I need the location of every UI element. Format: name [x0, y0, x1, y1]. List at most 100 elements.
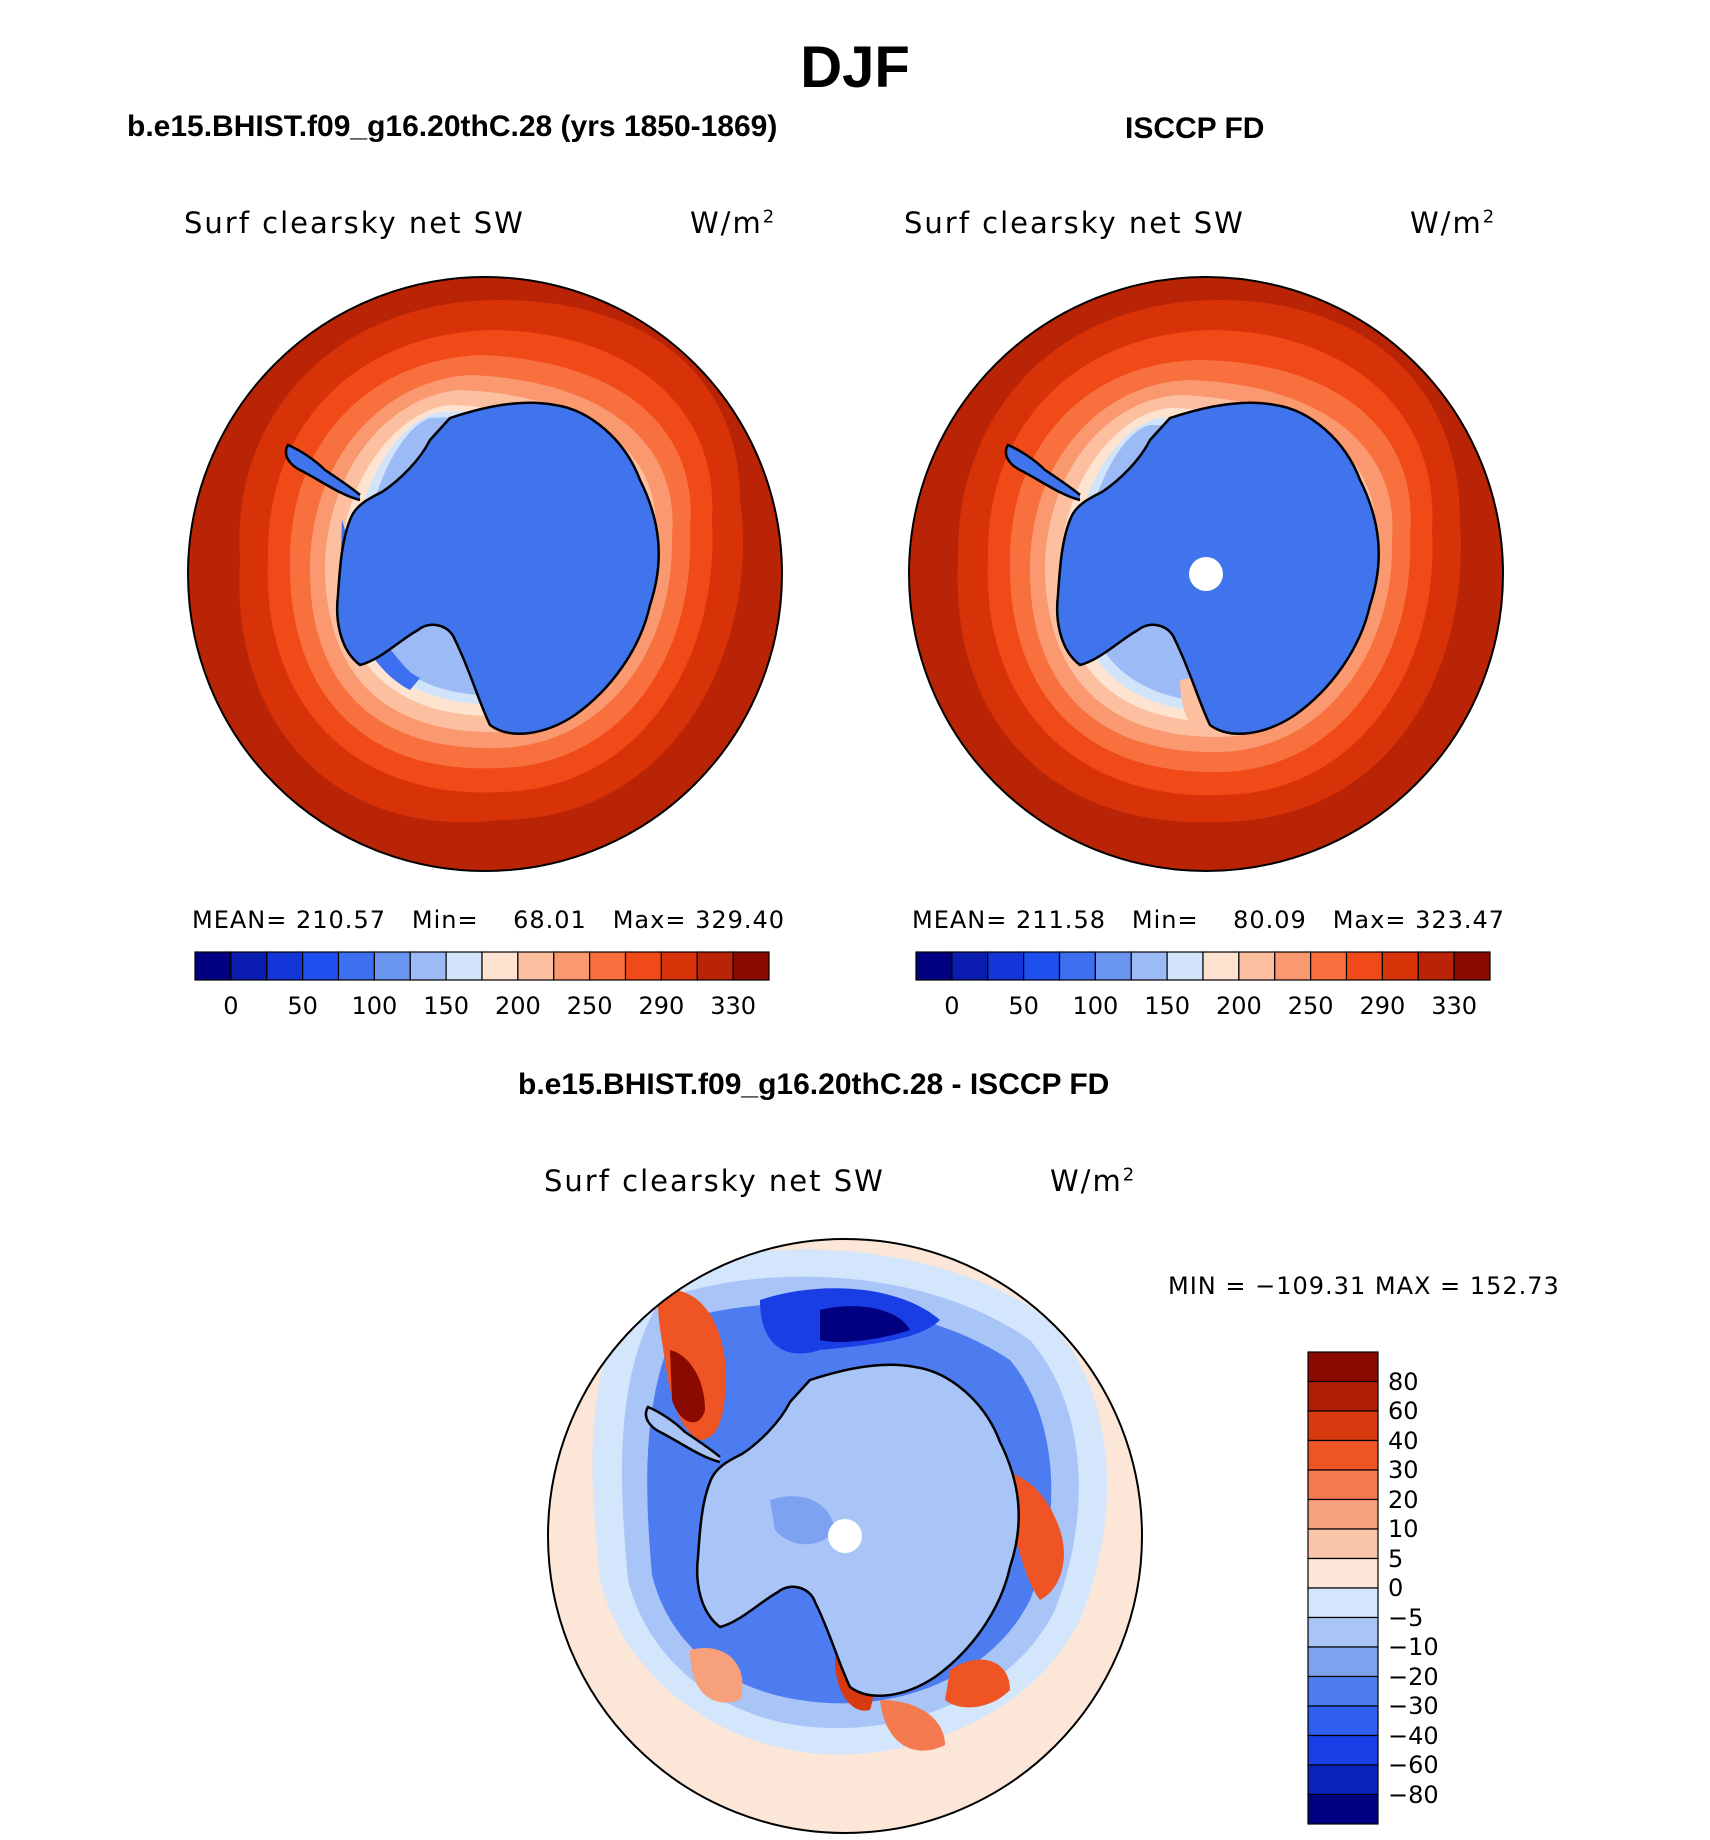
right-peninsula: [1004, 443, 1081, 502]
left-colorbar-box-7: [445, 951, 483, 981]
diff-inland-neg20: [770, 1496, 835, 1545]
right-colorbar-box-3: [1023, 951, 1061, 981]
right-colorbar-box-1: [951, 951, 989, 981]
left-colorbar-box-3: [302, 951, 340, 981]
diff-colorbar-box-3: [1307, 1439, 1379, 1471]
diff-colorbar-tick-label: −40: [1388, 1721, 1439, 1750]
left-colorbar-box-11: [589, 951, 627, 981]
left-antarctica: [336, 401, 660, 735]
left-units-label: W/m2: [690, 206, 777, 240]
left-colorbar-box-6: [409, 951, 447, 981]
diff-colorbar-tick-label: 0: [1388, 1574, 1404, 1602]
diff-colorbar-box-14: [1307, 1764, 1379, 1796]
diff-southeast-pos: [945, 1659, 1010, 1708]
diff-south-pos: [880, 1700, 945, 1751]
diff-map-border: [547, 1238, 1143, 1834]
diff-colorbar-box-1: [1307, 1380, 1379, 1412]
right-polar-map: [908, 276, 1504, 872]
right-colorbar-box-11: [1310, 951, 1348, 981]
diff-colorbar-tick-label: −80: [1388, 1780, 1439, 1809]
diff-colorbar-box-4: [1307, 1469, 1379, 1501]
panel-diff-title: b.e15.BHIST.f09_g16.20thC.28 - ISCCP FD: [518, 1068, 1110, 1101]
diff-colorbar-box-15: [1307, 1793, 1379, 1825]
right-colorbar-box-12: [1345, 951, 1383, 981]
right-units-label: W/m2: [1410, 206, 1497, 240]
right-stats: MEAN= 211.58 Min= 80.09 Max= 323.47: [912, 906, 1506, 934]
diff-pole-hole: [828, 1519, 862, 1553]
right-map-border: [908, 276, 1504, 872]
left-colorbar-tick-label: 50: [287, 992, 318, 1020]
left-colorbar-tick-label: 0: [223, 992, 239, 1020]
diff-colorbar-box-12: [1307, 1705, 1379, 1737]
diff-colorbar-box-8: [1307, 1587, 1379, 1619]
diff-stats: MIN = −109.31 MAX = 152.73: [1168, 1272, 1560, 1300]
left-colorbar-box-12: [624, 951, 662, 981]
left-variable-label: Surf clearsky net SW: [184, 206, 525, 240]
diff-colorbar-box-9: [1307, 1616, 1379, 1648]
diff-colorbar-tick-label: 60: [1388, 1397, 1419, 1425]
diff-colorbar-tick-label: 40: [1388, 1426, 1419, 1455]
diff-colorbar-tick-label: 5: [1388, 1544, 1404, 1573]
right-colorbar-tick-label: 290: [1359, 992, 1406, 1020]
diff-colorbar-tick-label: −10: [1388, 1633, 1439, 1661]
right-colorbar-box-0: [915, 951, 953, 981]
right-colorbar-box-4: [1058, 951, 1096, 981]
left-colorbar-box-0: [194, 951, 232, 981]
right-colorbar-box-13: [1381, 951, 1419, 981]
left-colorbar: [194, 951, 770, 981]
left-colorbar-box-2: [266, 951, 304, 981]
season-title: DJF: [800, 35, 910, 100]
right-colorbar-box-2: [987, 951, 1025, 981]
right-variable-label: Surf clearsky net SW: [904, 206, 1245, 240]
right-colorbar-box-9: [1238, 951, 1276, 981]
right-colorbar-box-7: [1166, 951, 1204, 981]
right-colorbar-tick-label: 200: [1215, 992, 1262, 1020]
diff-colorbar-tick-label: −30: [1388, 1692, 1439, 1720]
diff-colorbar-box-5: [1307, 1498, 1379, 1530]
left-stats: MEAN= 210.57 Min= 68.01 Max= 329.40: [192, 906, 786, 934]
left-polar-map: [187, 276, 783, 872]
left-colorbar-box-9: [517, 951, 555, 981]
left-colorbar-box-10: [553, 951, 591, 981]
left-colorbar-tick-label: 100: [351, 992, 398, 1020]
diff-weddell-min: [820, 1306, 910, 1342]
diff-colorbar-box-0: [1307, 1351, 1379, 1383]
left-colorbar-tick-label: 150: [423, 992, 470, 1020]
left-colorbar-box-1: [230, 951, 268, 981]
diff-colorbar-tick-label: −20: [1388, 1662, 1439, 1691]
left-colorbar-tick-label: 200: [494, 992, 541, 1020]
right-colorbar-box-10: [1274, 951, 1312, 981]
diff-colorbar: [1307, 1351, 1379, 1825]
diff-peninsula-max: [670, 1350, 705, 1423]
left-colorbar-tick-label: 290: [638, 992, 685, 1020]
right-pole-hole: [1189, 557, 1223, 591]
diff-colorbar-box-7: [1307, 1557, 1379, 1589]
diff-colorbar-tick-label: 10: [1388, 1515, 1419, 1543]
right-colorbar-box-14: [1417, 951, 1455, 981]
diff-polar-map: [547, 1238, 1143, 1834]
right-colorbar-box-5: [1094, 951, 1132, 981]
right-colorbar-box-15: [1453, 951, 1491, 981]
diff-colorbar-box-10: [1307, 1646, 1379, 1678]
diff-colorbar-box-6: [1307, 1528, 1379, 1560]
left-peninsula: [284, 443, 361, 502]
left-colorbar-box-13: [660, 951, 698, 981]
right-colorbar-tick-label: 0: [944, 992, 960, 1020]
left-colorbar-box-4: [337, 951, 375, 981]
left-colorbar-box-15: [732, 951, 770, 981]
right-colorbar-tick-label: 150: [1144, 992, 1191, 1020]
diff-colorbar-box-2: [1307, 1410, 1379, 1442]
right-colorbar-tick-label: 50: [1008, 992, 1039, 1020]
left-colorbar-box-14: [696, 951, 734, 981]
right-colorbar-box-8: [1202, 951, 1240, 981]
diff-peninsula: [644, 1405, 721, 1464]
right-colorbar-box-6: [1130, 951, 1168, 981]
panel-right-title: ISCCP FD: [1125, 112, 1265, 145]
diff-colorbar-tick-label: 20: [1388, 1485, 1419, 1514]
diff-colorbar-box-13: [1307, 1734, 1379, 1766]
left-map-border: [187, 276, 783, 872]
right-colorbar-tick-label: 100: [1072, 992, 1119, 1020]
diff-units-label: W/m2: [1050, 1164, 1137, 1198]
left-colorbar-box-5: [373, 951, 411, 981]
